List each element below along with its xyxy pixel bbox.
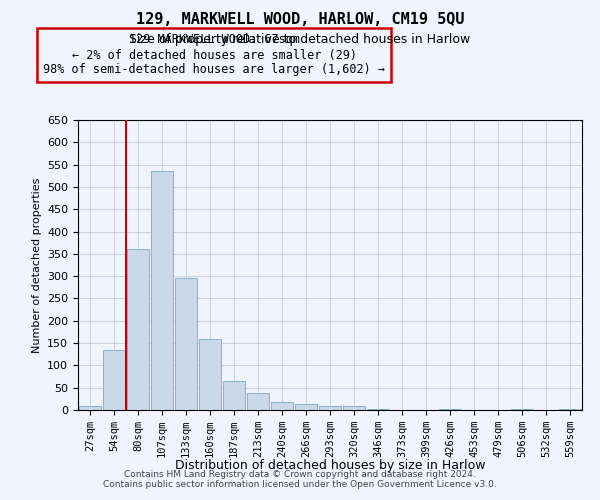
Bar <box>79 406 101 410</box>
Bar <box>127 250 149 410</box>
Text: Contains HM Land Registry data © Crown copyright and database right 2024.
Contai: Contains HM Land Registry data © Crown c… <box>103 470 497 489</box>
Bar <box>367 408 389 410</box>
Text: Size of property relative to detached houses in Harlow: Size of property relative to detached ho… <box>130 32 470 46</box>
Bar <box>151 172 173 410</box>
Bar <box>271 402 293 410</box>
Bar <box>295 404 317 410</box>
Bar <box>223 381 245 410</box>
Bar <box>439 408 461 410</box>
Bar <box>199 338 221 410</box>
Bar <box>511 409 533 410</box>
Text: 129, MARKWELL WOOD, HARLOW, CM19 5QU: 129, MARKWELL WOOD, HARLOW, CM19 5QU <box>136 12 464 28</box>
Bar <box>175 278 197 410</box>
Y-axis label: Number of detached properties: Number of detached properties <box>32 178 41 352</box>
Bar <box>247 393 269 410</box>
Bar <box>103 350 125 410</box>
Bar <box>559 409 581 410</box>
Text: Distribution of detached houses by size in Harlow: Distribution of detached houses by size … <box>175 460 485 472</box>
Text: 129 MARKWELL WOOD: 67sqm
← 2% of detached houses are smaller (29)
98% of semi-de: 129 MARKWELL WOOD: 67sqm ← 2% of detache… <box>43 34 385 76</box>
Bar <box>319 406 341 410</box>
Bar <box>343 406 365 410</box>
